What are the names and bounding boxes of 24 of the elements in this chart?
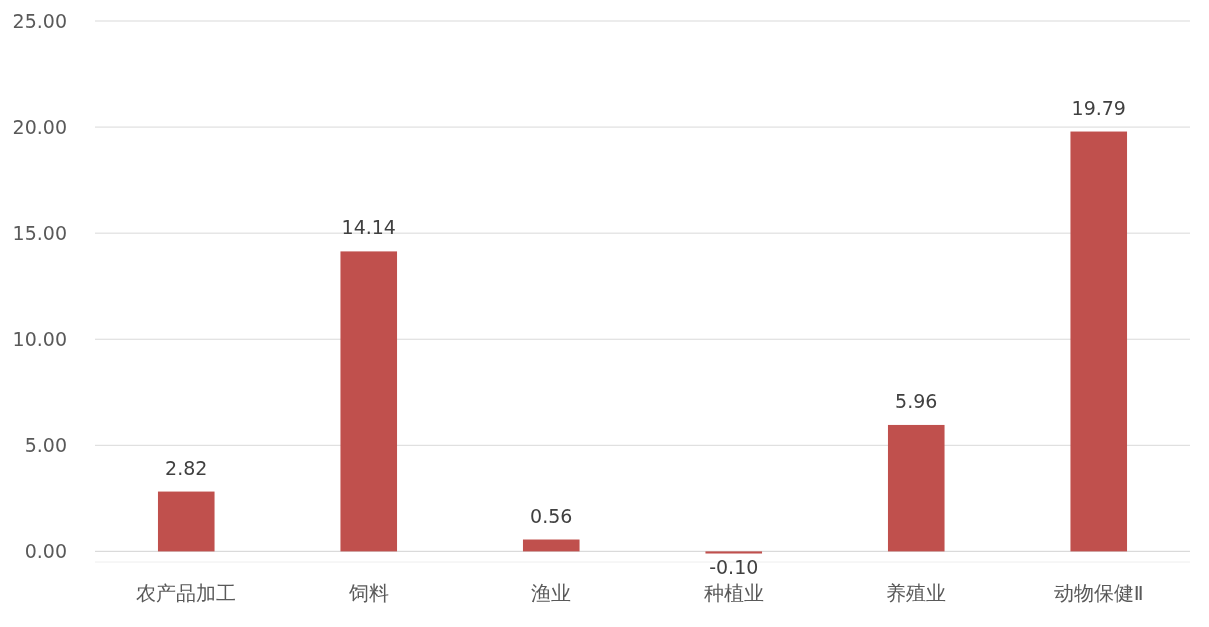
y-tick-label: 5.00 <box>24 434 67 457</box>
y-tick-label: 15.00 <box>12 222 67 245</box>
y-tick-label: 20.00 <box>12 116 67 139</box>
bar <box>522 539 580 552</box>
y-tick-label: 25.00 <box>12 10 67 32</box>
y-tick-label: 10.00 <box>12 328 67 351</box>
data-label: 2.82 <box>165 456 208 479</box>
x-tick-label: 种植业 <box>703 581 764 605</box>
data-label: -0.10 <box>709 555 759 578</box>
data-label: 5.96 <box>895 389 938 412</box>
bar <box>340 251 398 552</box>
x-tick-label: 养殖业 <box>886 581 947 605</box>
bar <box>1070 131 1128 552</box>
x-tick-label: 渔业 <box>531 581 572 605</box>
x-tick-label: 动物保健Ⅱ <box>1053 581 1144 605</box>
data-label: 19.79 <box>1071 96 1126 119</box>
y-tick-label: 0.00 <box>24 540 67 563</box>
x-tick-label: 饲料 <box>347 581 389 605</box>
x-tick-label: 农产品加工 <box>136 581 237 605</box>
data-label: 0.56 <box>530 504 573 527</box>
bar <box>705 551 763 554</box>
data-label: 14.14 <box>341 216 396 239</box>
bar <box>887 424 945 552</box>
bar <box>157 491 215 552</box>
